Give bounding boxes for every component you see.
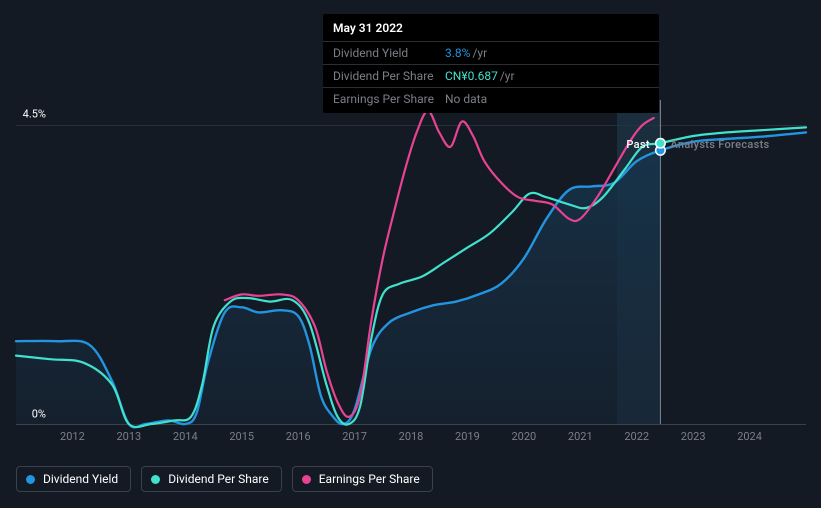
x-tick: 2024	[737, 430, 762, 443]
tooltip-row-label: Dividend Yield	[333, 46, 445, 60]
x-tick: 2014	[173, 430, 198, 443]
y-axis-label-min: 0%	[32, 408, 46, 421]
tooltip-row-unit: /yr	[472, 46, 487, 60]
x-tick: 2022	[624, 430, 649, 443]
y-axis-label-max: 4.5%	[23, 108, 46, 121]
x-tick: 2015	[229, 430, 254, 443]
legend-label: Earnings Per Share	[319, 472, 420, 486]
tooltip-row: Earnings Per ShareNo data	[323, 88, 659, 113]
legend-item-earnings_per_share[interactable]: Earnings Per Share	[292, 466, 433, 492]
legend-item-dividend_yield[interactable]: Dividend Yield	[16, 466, 131, 492]
legend-dot-icon	[26, 475, 35, 484]
hover-tooltip: May 31 2022 Dividend Yield3.8% /yrDivide…	[323, 14, 659, 113]
dividend-chart[interactable]: 4.5% 0% Past Analysts Forecasts 2012 2013…	[16, 100, 806, 450]
x-tick: 2012	[60, 430, 85, 443]
tooltip-row-label: Earnings Per Share	[333, 92, 445, 106]
tooltip-date: May 31 2022	[323, 14, 659, 42]
region-label-forecast: Analysts Forecasts	[670, 138, 769, 151]
x-tick: 2021	[568, 430, 593, 443]
tooltip-row: Dividend Per ShareCN¥0.687 /yr	[323, 65, 659, 88]
x-tick: 2019	[455, 430, 480, 443]
legend-dot-icon	[151, 475, 160, 484]
tooltip-row-label: Dividend Per Share	[333, 69, 445, 83]
legend-dot-icon	[302, 475, 311, 484]
tooltip-row-value: No data	[445, 92, 487, 106]
x-tick: 2023	[681, 430, 706, 443]
x-tick: 2017	[342, 430, 367, 443]
legend-label: Dividend Per Share	[168, 472, 269, 486]
chart-legend: Dividend Yield Dividend Per Share Earnings…	[16, 466, 433, 492]
x-tick: 2016	[286, 430, 311, 443]
x-tick: 2018	[399, 430, 424, 443]
tooltip-row: Dividend Yield3.8% /yr	[323, 42, 659, 65]
tooltip-row-unit: /yr	[500, 69, 515, 83]
x-tick: 2013	[116, 430, 141, 443]
region-label-past: Past	[626, 138, 649, 151]
tooltip-row-value: 3.8%	[445, 46, 470, 60]
legend-label: Dividend Yield	[43, 472, 118, 486]
tooltip-row-value: CN¥0.687	[445, 69, 498, 83]
x-tick: 2020	[511, 430, 536, 443]
legend-item-dividend_per_share[interactable]: Dividend Per Share	[141, 466, 282, 492]
x-axis: 2012 2013 2014 2015 2016 2017 2018 2019 2020 2021…	[16, 430, 806, 450]
